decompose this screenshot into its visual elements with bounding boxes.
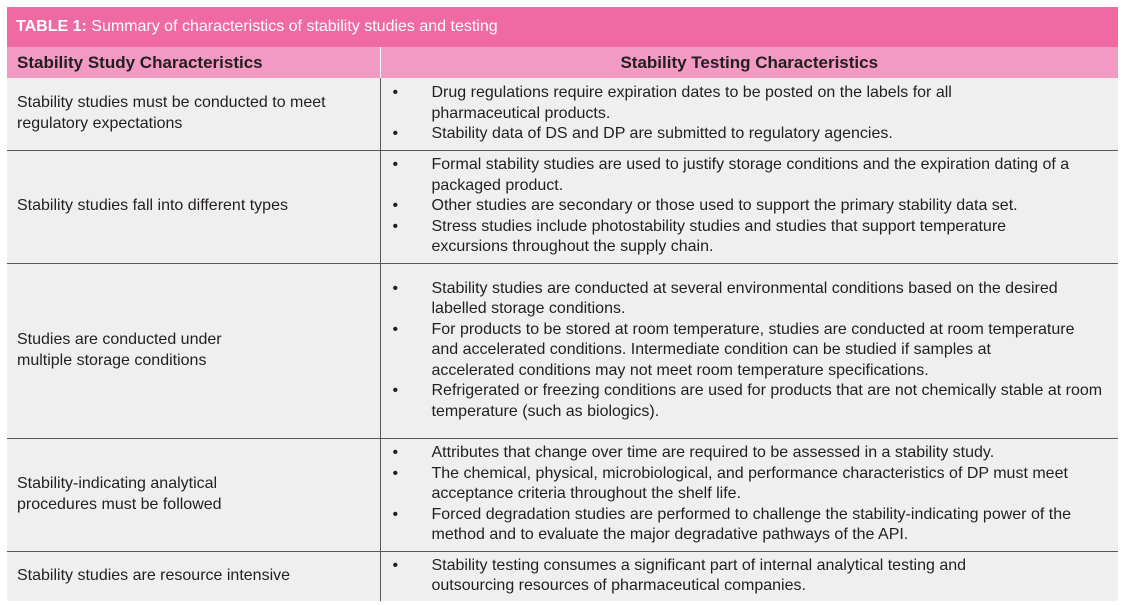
testing-cell: Drug regulations require expiration date…	[380, 78, 1118, 150]
study-cell: Studies are conducted under multiple sto…	[7, 263, 381, 438]
header-testing-characteristics: Stability Testing Characteristics	[380, 47, 1118, 78]
testing-cell: Stability testing consumes a significant…	[380, 551, 1118, 601]
table-row: Stability studies are resource intensive…	[7, 551, 1118, 601]
table-label: TABLE 1:	[16, 18, 87, 35]
testing-list: Formal stability studies are used to jus…	[381, 155, 1109, 258]
study-cell: Stability-indicating analytical procedur…	[7, 438, 381, 551]
header-study-characteristics: Stability Study Characteristics	[7, 47, 381, 78]
stability-table: Stability Study Characteristics Stabilit…	[7, 47, 1118, 601]
table-row: Stability-indicating analytical procedur…	[7, 438, 1118, 551]
list-item: Refrigerated or freezing conditions are …	[381, 381, 1109, 422]
list-item: Stability testing consumes a significant…	[381, 556, 1109, 597]
testing-cell: Formal stability studies are used to jus…	[380, 150, 1118, 263]
table-caption: Summary of characteristics of stability …	[91, 18, 498, 35]
testing-list: Drug regulations require expiration date…	[381, 83, 1109, 145]
study-cell: Stability studies fall into different ty…	[7, 150, 381, 263]
table-row: Studies are conducted under multiple sto…	[7, 263, 1118, 438]
testing-list: Stability testing consumes a significant…	[381, 556, 1109, 597]
testing-list: Stability studies are conducted at sever…	[381, 279, 1109, 423]
list-item: Stress studies include photostability st…	[381, 217, 1109, 258]
table-row: Stability studies must be conducted to m…	[7, 78, 1118, 150]
study-cell: Stability studies are resource intensive	[7, 551, 381, 601]
testing-cell: Attributes that change over time are req…	[380, 438, 1118, 551]
list-item: Formal stability studies are used to jus…	[381, 155, 1109, 196]
list-item: Stability data of DS and DP are submitte…	[381, 124, 1109, 145]
table-title-bar: TABLE 1: Summary of characteristics of s…	[7, 7, 1118, 47]
testing-list: Attributes that change over time are req…	[381, 443, 1109, 546]
list-item: For products to be stored at room temper…	[381, 320, 1109, 382]
study-cell: Stability studies must be conducted to m…	[7, 78, 381, 150]
table-header-row: Stability Study Characteristics Stabilit…	[7, 47, 1118, 78]
list-item: The chemical, physical, microbiological,…	[381, 464, 1109, 505]
table-row: Stability studies fall into different ty…	[7, 150, 1118, 263]
list-item: Forced degradation studies are performed…	[381, 505, 1109, 546]
list-item: Attributes that change over time are req…	[381, 443, 1109, 464]
testing-cell: Stability studies are conducted at sever…	[380, 263, 1118, 438]
list-item: Drug regulations require expiration date…	[381, 83, 1109, 124]
stability-table-figure: TABLE 1: Summary of characteristics of s…	[7, 7, 1118, 601]
list-item: Other studies are secondary or those use…	[381, 196, 1109, 217]
list-item: Stability studies are conducted at sever…	[381, 279, 1109, 320]
